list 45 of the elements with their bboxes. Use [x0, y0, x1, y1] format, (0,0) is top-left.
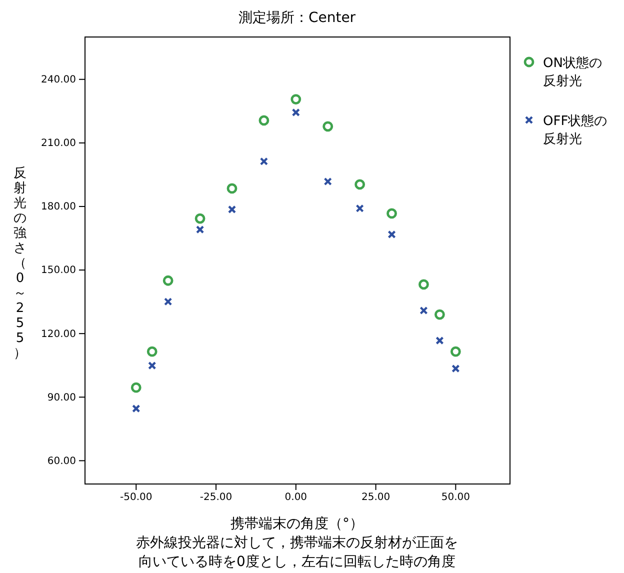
- y-tick-label: 60.00: [47, 456, 76, 467]
- point: [322, 121, 334, 132]
- point: [194, 213, 206, 224]
- point: [258, 115, 270, 126]
- point: [418, 279, 429, 290]
- point: [260, 157, 268, 166]
- point: [450, 346, 461, 357]
- point: [226, 183, 238, 194]
- point: [228, 205, 236, 214]
- y-tick-label: 180.00: [41, 202, 76, 213]
- point: [292, 108, 300, 117]
- y-tick-label: 150.00: [41, 265, 76, 276]
- x-tick-label: 50.00: [441, 492, 470, 504]
- text: 赤外線投光器に対して，携帯端末の反射材が正面を: [136, 535, 458, 551]
- x-tick-label: 0.00: [284, 492, 308, 504]
- y-tick-label: 210.00: [41, 138, 76, 150]
- point: [386, 208, 397, 219]
- point: [436, 336, 444, 345]
- point: [290, 94, 302, 104]
- x-axis-title: 携帯端末の角度（°）: [230, 516, 364, 532]
- point: [420, 306, 428, 315]
- point: [324, 177, 332, 186]
- x-tick-label: -50.00: [120, 492, 152, 504]
- text: 向いている時を0度とし，左右に回転した時の角度: [138, 554, 456, 570]
- y-tick-label: 240.00: [41, 74, 76, 86]
- y-tick-label: 120.00: [41, 328, 76, 340]
- legend-label: OFF状態の反射光: [543, 114, 608, 147]
- point: [130, 382, 142, 393]
- point: [162, 275, 174, 286]
- point: [148, 361, 156, 370]
- point: [434, 309, 445, 320]
- point: [452, 364, 460, 373]
- y-tick-label: 90.00: [47, 392, 76, 404]
- text: 反射光の強さ（0～255）: [14, 166, 26, 361]
- point: [356, 204, 364, 212]
- point: [164, 298, 172, 306]
- x-tick-label: 25.00: [361, 492, 390, 504]
- point: [132, 404, 140, 413]
- point: [196, 225, 204, 234]
- point: [388, 230, 396, 239]
- legend-label: ON状態の反射光: [543, 56, 602, 89]
- point: [354, 179, 366, 190]
- x-tick-label: -25.00: [200, 492, 232, 504]
- chart-title: 測定場所：Center: [238, 10, 356, 26]
- point: [146, 346, 158, 357]
